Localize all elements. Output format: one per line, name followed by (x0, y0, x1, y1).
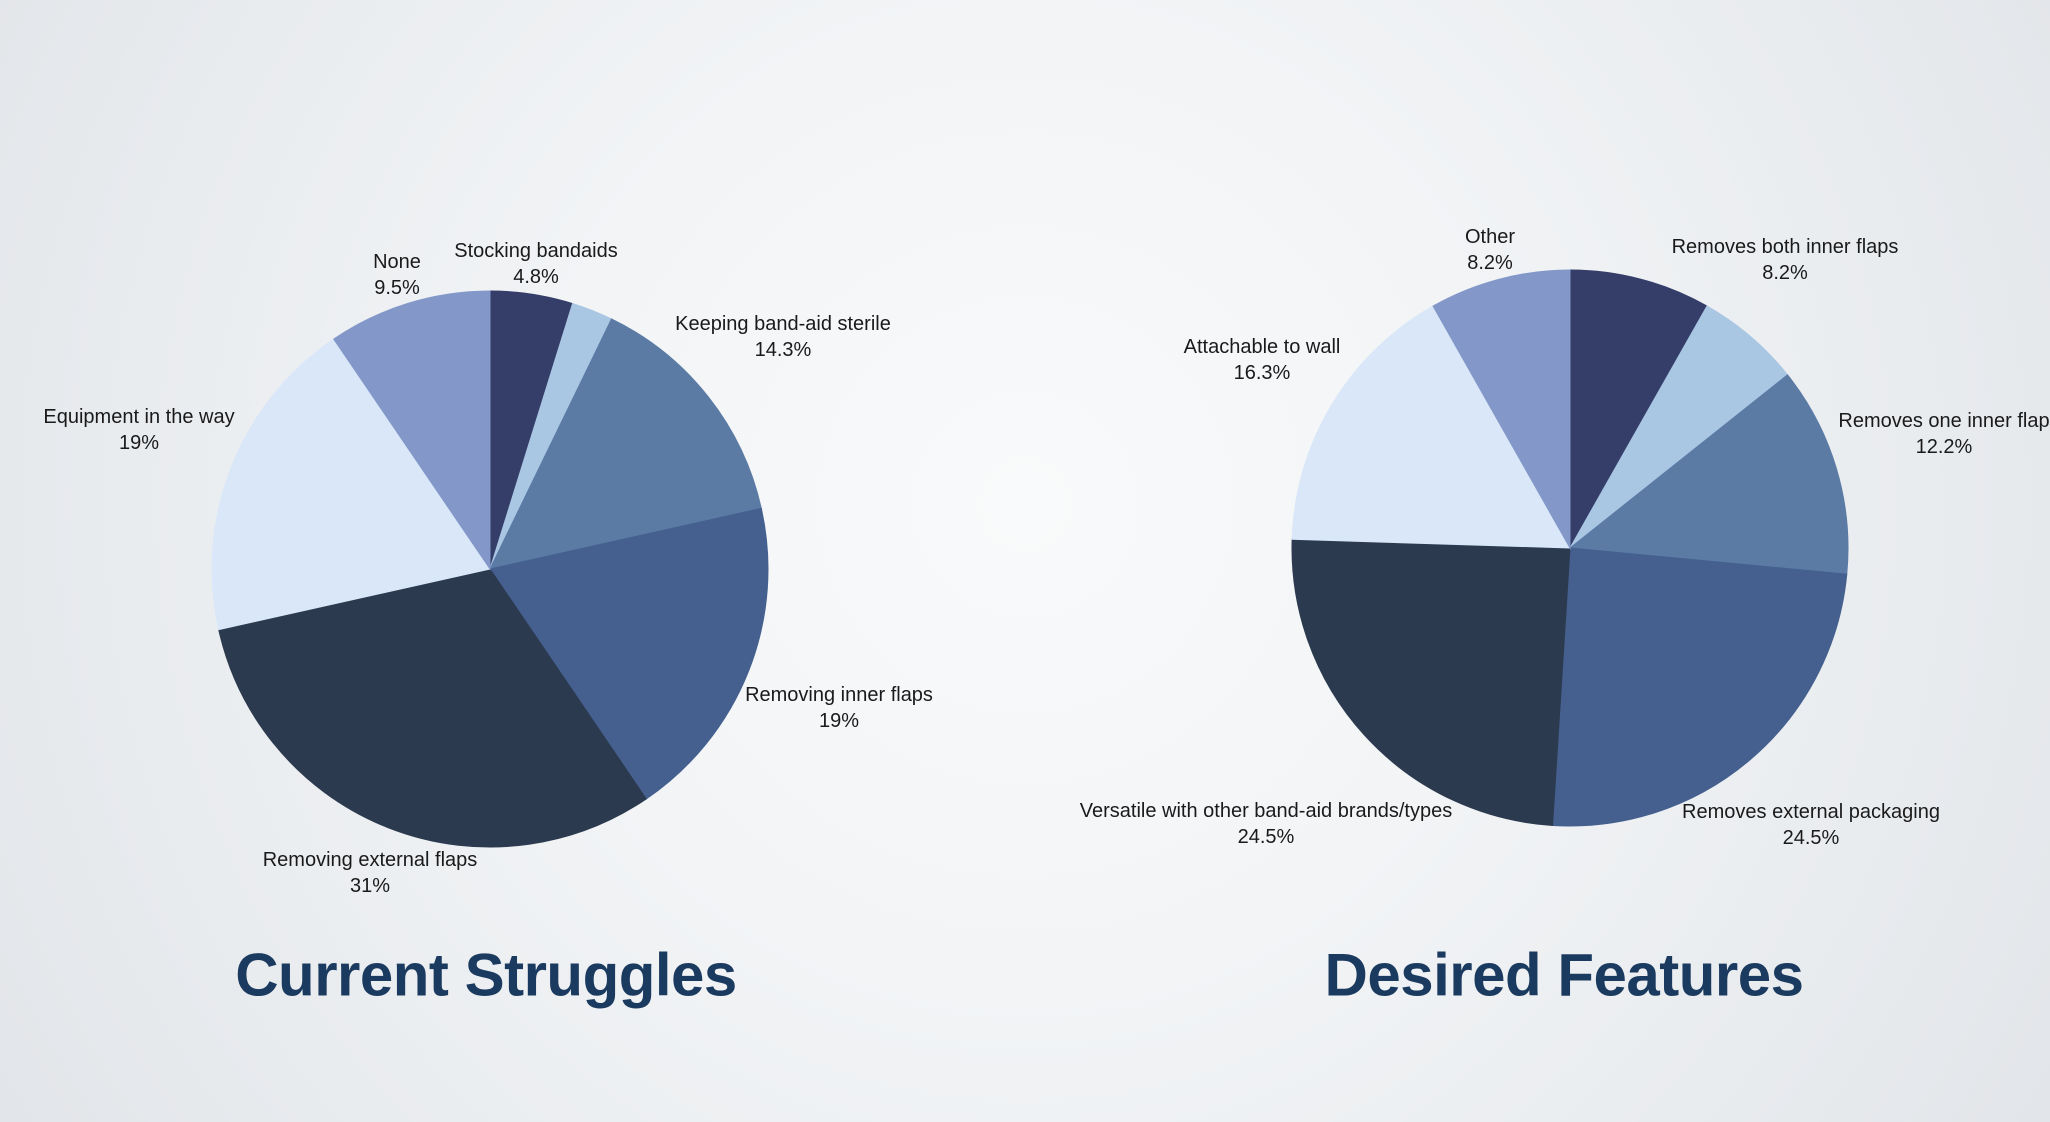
slice-label-text: None (373, 251, 421, 273)
slice-label-text: Removes external packaging (1682, 801, 1940, 823)
current-struggles-pie (211, 290, 769, 848)
pie-slice (333, 290, 491, 571)
slice-label-none: None 9.5% (373, 249, 421, 301)
slice-label-removes-external-packaging: Removes external packaging 24.5% (1682, 799, 1940, 851)
slice-percent: 8.2% (1467, 252, 1513, 274)
slice-percent: 8.2% (1762, 262, 1808, 284)
pie-slice (218, 568, 647, 848)
slice-label-equipment-in-the-way: Equipment in the way 19% (43, 404, 234, 456)
pie-slice (1432, 269, 1571, 550)
slice-percent: 9.5% (374, 277, 420, 299)
slice-label-other: Other 8.2% (1465, 224, 1515, 276)
slice-percent: 16.3% (1233, 362, 1291, 384)
slice-label-attachable-to-wall: Attachable to wall 16.3% (1184, 334, 1341, 386)
desired-features-pie (1291, 269, 1849, 827)
slice-label-text: Keeping band-aid sterile (675, 313, 891, 335)
slice-percent: 12.2% (1915, 436, 1973, 458)
slice-label-text: Other (1464, 226, 1516, 248)
chart-title-desired-features: Desired Features (1324, 941, 1804, 1009)
pie-slice (1291, 538, 1571, 826)
slice-percent: 19% (118, 432, 160, 454)
slice-label-text: Removing inner flaps (745, 684, 933, 706)
slice-label-text: Removing external flaps (262, 849, 478, 871)
slice-percent: 31% (349, 875, 391, 897)
slice-percent: 24.5% (1782, 827, 1840, 849)
pie-slice (489, 507, 769, 800)
slice-label-removes-both-inner-flaps: Removes both inner flaps 8.2% (1672, 234, 1899, 286)
chart-title-current-struggles: Current Struggles (235, 941, 737, 1009)
pie-slice (1552, 547, 1848, 827)
pie-slice (1569, 269, 1708, 550)
slice-label-removes-one-inner-flap: Removes one inner flap 12.2% (1838, 408, 2049, 460)
slice-percent: 4.8% (513, 266, 559, 288)
slice-label-versatile-with-other-brands: Versatile with other band-aid brands/typ… (1080, 798, 1452, 850)
slice-label-text: Attachable to wall (1183, 336, 1341, 358)
pie-slice (211, 338, 491, 631)
slice-percent: 14.3% (754, 339, 812, 361)
slice-percent: 19% (818, 710, 860, 732)
slice-percent: 24.5% (1237, 826, 1295, 848)
pie-slice (1568, 374, 1849, 575)
slice-label-text: Versatile with other band-aid brands/typ… (1079, 800, 1453, 822)
slice-label-removing-external-flaps: Removing external flaps 31% (263, 847, 478, 899)
slice-label-text: Removes both inner flaps (1671, 236, 1899, 258)
pie-slice (1291, 305, 1571, 549)
slice-label-removing-inner-flaps: Removing inner flaps 19% (745, 682, 933, 734)
slice-label-text: Removes one inner flap (1838, 410, 2050, 432)
slice-label-text: Equipment in the way (43, 406, 235, 428)
pie-slice (489, 318, 762, 570)
slice-label-stocking-bandaids: Stocking bandaids 4.8% (454, 238, 617, 290)
slice-label-text: Stocking bandaids (454, 240, 618, 262)
slice-label-keeping-band-aid-sterile: Keeping band-aid sterile 14.3% (675, 311, 891, 363)
